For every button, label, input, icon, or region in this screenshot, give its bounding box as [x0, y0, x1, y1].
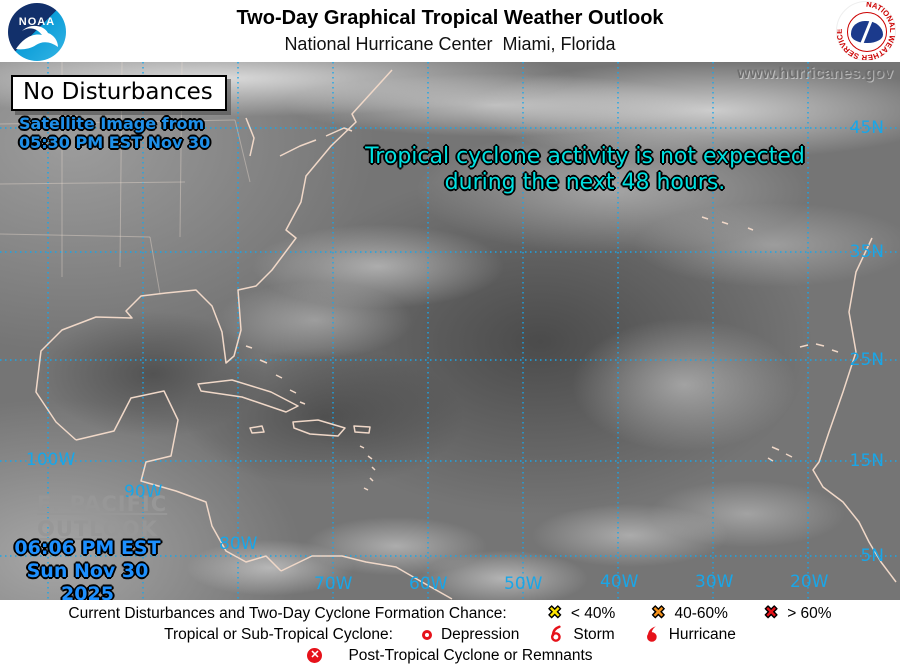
formation-chance-label: Current Disturbances and Two-Day Cyclone…: [68, 604, 507, 622]
storm-label: Storm: [573, 625, 615, 643]
legend: Current Disturbances and Two-Day Cyclone…: [0, 600, 900, 665]
lon-label-50w: 50W: [504, 574, 543, 594]
storm-icon: [547, 625, 564, 644]
lat-label-45n: 45N: [849, 118, 884, 138]
lon-label-100w: 100W: [26, 450, 76, 470]
chance-low-label: < 40%: [570, 604, 616, 622]
latlon-grid: [0, 62, 900, 600]
outlook-message: Tropical cyclone activity is not expecte…: [365, 144, 805, 195]
chance-high-label: > 60%: [787, 604, 832, 622]
post-tropical-icon: ✕: [307, 648, 323, 663]
depression-label: Depression: [440, 625, 520, 643]
x-orange-icon: ✖: [651, 603, 666, 623]
noaa-logo[interactable]: NOAA: [8, 3, 66, 61]
tropical-outlook-satellite-map[interactable]: 45N 35N 25N 15N 5N 100W 90W 80W 70W 60W …: [0, 62, 900, 605]
coastlines: [35, 69, 897, 600]
noaa-bird-icon: [16, 25, 58, 50]
lon-label-30w: 30W: [695, 572, 734, 592]
website-watermark: www.hurricanes.gov: [737, 65, 893, 82]
lat-label-5n: 5N: [860, 546, 884, 566]
nws-logo[interactable]: NATIONAL WEATHER SERVICE: [836, 1, 896, 61]
page-title: Two-Day Graphical Tropical Weather Outlo…: [236, 7, 664, 29]
satellite-image-caption: Satellite Image from 05:30 PM EST Nov 30: [19, 114, 211, 152]
x-yellow-icon: ✖: [547, 603, 562, 623]
cyclone-type-label: Tropical or Sub-Tropical Cyclone:: [164, 625, 393, 643]
post-tropical-label: Post-Tropical Cyclone or Remnants: [348, 646, 593, 664]
hurricane-icon: [643, 625, 660, 644]
x-red-icon: ✖: [763, 603, 779, 623]
page-header: NOAA Two-Day Graphical Tropical Weather …: [0, 0, 900, 62]
hurricane-label: Hurricane: [668, 625, 736, 643]
lat-label-15n: 15N: [849, 451, 884, 471]
lon-label-60w: 60W: [409, 574, 448, 594]
chance-med-label: 40-60%: [674, 604, 728, 622]
lat-label-35n: 35N: [849, 242, 884, 262]
legend-line-cyclone-types: Tropical or Sub-Tropical Cyclone: Depres…: [0, 624, 900, 645]
issuance-timestamp: 06:06 PM EST Sun Nov 30 2025: [14, 537, 161, 605]
status-box: No Disturbances: [11, 75, 227, 111]
lon-label-80w: 80W: [219, 534, 258, 554]
page-subtitle: National Hurricane Center Miami, Florida: [284, 34, 616, 54]
lon-label-20w: 20W: [790, 572, 829, 592]
lat-label-25n: 25N: [849, 350, 884, 370]
depression-icon: [421, 629, 432, 640]
legend-line-post-tropical: ✕ Post-Tropical Cyclone or Remnants: [0, 645, 900, 665]
lon-label-70w: 70W: [314, 574, 353, 594]
e-pacific-outlook-link[interactable]: E. PACIFIC OUTLOOK: [37, 492, 168, 541]
legend-line-formation-chance: Current Disturbances and Two-Day Cyclone…: [0, 603, 900, 624]
noaa-logo-label: NOAA: [18, 16, 56, 28]
lon-label-40w: 40W: [600, 572, 639, 592]
lon-label-90w: 90W: [124, 482, 163, 502]
nws-inner-emblem: [847, 12, 887, 52]
